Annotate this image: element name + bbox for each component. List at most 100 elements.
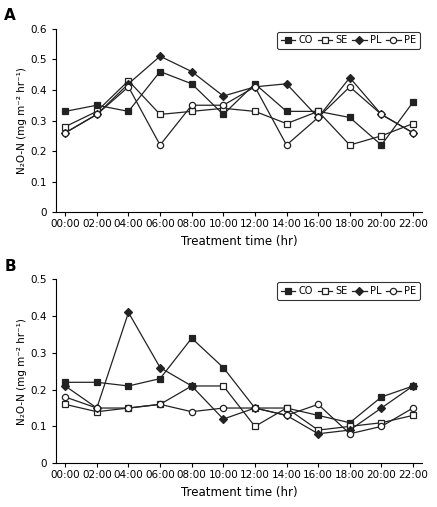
SE [347,423,352,429]
PE [221,405,226,411]
SE [157,112,163,118]
Line: SE: SE [62,383,416,433]
Line: PL: PL [62,53,416,136]
SE [284,121,289,127]
SE [252,423,257,429]
PL [157,53,163,59]
Text: B: B [4,259,16,274]
SE [94,409,100,415]
Line: CO: CO [62,335,416,426]
PE [189,409,194,415]
PL [221,416,226,422]
PL [316,115,321,121]
PE [62,130,68,136]
CO [189,81,194,87]
CO [62,379,68,385]
CO [221,365,226,371]
PL [316,431,321,437]
PE [252,84,257,90]
CO [347,115,352,121]
PL [410,383,416,389]
PL [62,383,68,389]
PE [347,431,352,437]
CO [410,99,416,105]
SE [347,142,352,148]
SE [379,420,384,426]
PE [126,84,131,90]
CO [316,412,321,418]
PL [157,365,163,371]
SE [410,121,416,127]
PE [379,423,384,429]
CO [126,108,131,115]
CO [252,81,257,87]
CO [189,335,194,341]
PE [379,112,384,118]
PL [94,405,100,411]
SE [189,383,194,389]
CO [410,383,416,389]
PE [316,115,321,121]
Line: PE: PE [62,84,416,148]
PE [316,402,321,408]
CO [221,112,226,118]
SE [379,133,384,139]
PL [126,81,131,87]
SE [62,402,68,408]
SE [316,108,321,115]
CO [62,108,68,115]
CO [94,379,100,385]
X-axis label: Treatment time (hr): Treatment time (hr) [181,486,298,499]
PE [284,412,289,418]
PE [410,130,416,136]
SE [316,427,321,433]
PL [62,130,68,136]
PL [189,68,194,75]
SE [410,412,416,418]
Line: SE: SE [62,78,416,148]
PE [157,402,163,408]
PL [252,84,257,90]
SE [126,405,131,411]
PE [157,142,163,148]
Y-axis label: N₂O-N (mg m⁻² hr⁻¹): N₂O-N (mg m⁻² hr⁻¹) [17,67,28,174]
PE [94,405,100,411]
PE [94,112,100,118]
PL [347,427,352,433]
SE [94,108,100,115]
Text: A: A [4,8,16,23]
PL [221,93,226,99]
PL [379,112,384,118]
Y-axis label: N₂O-N (mg m⁻² hr⁻¹): N₂O-N (mg m⁻² hr⁻¹) [17,318,28,425]
Line: CO: CO [62,68,416,148]
PL [379,405,384,411]
CO [316,108,321,115]
CO [157,68,163,75]
CO [347,420,352,426]
PE [221,102,226,108]
PE [410,405,416,411]
PE [189,102,194,108]
CO [379,142,384,148]
Line: PE: PE [62,394,416,437]
Legend: CO, SE, PL, PE: CO, SE, PL, PE [277,282,420,300]
SE [221,105,226,112]
SE [126,78,131,84]
PE [347,84,352,90]
CO [379,394,384,400]
CO [284,405,289,411]
PL [252,405,257,411]
PE [126,405,131,411]
PL [126,309,131,315]
PL [410,130,416,136]
SE [157,402,163,408]
PE [284,142,289,148]
SE [189,108,194,115]
PL [284,81,289,87]
CO [284,108,289,115]
PL [189,383,194,389]
PE [252,405,257,411]
PL [284,412,289,418]
SE [284,405,289,411]
SE [221,383,226,389]
